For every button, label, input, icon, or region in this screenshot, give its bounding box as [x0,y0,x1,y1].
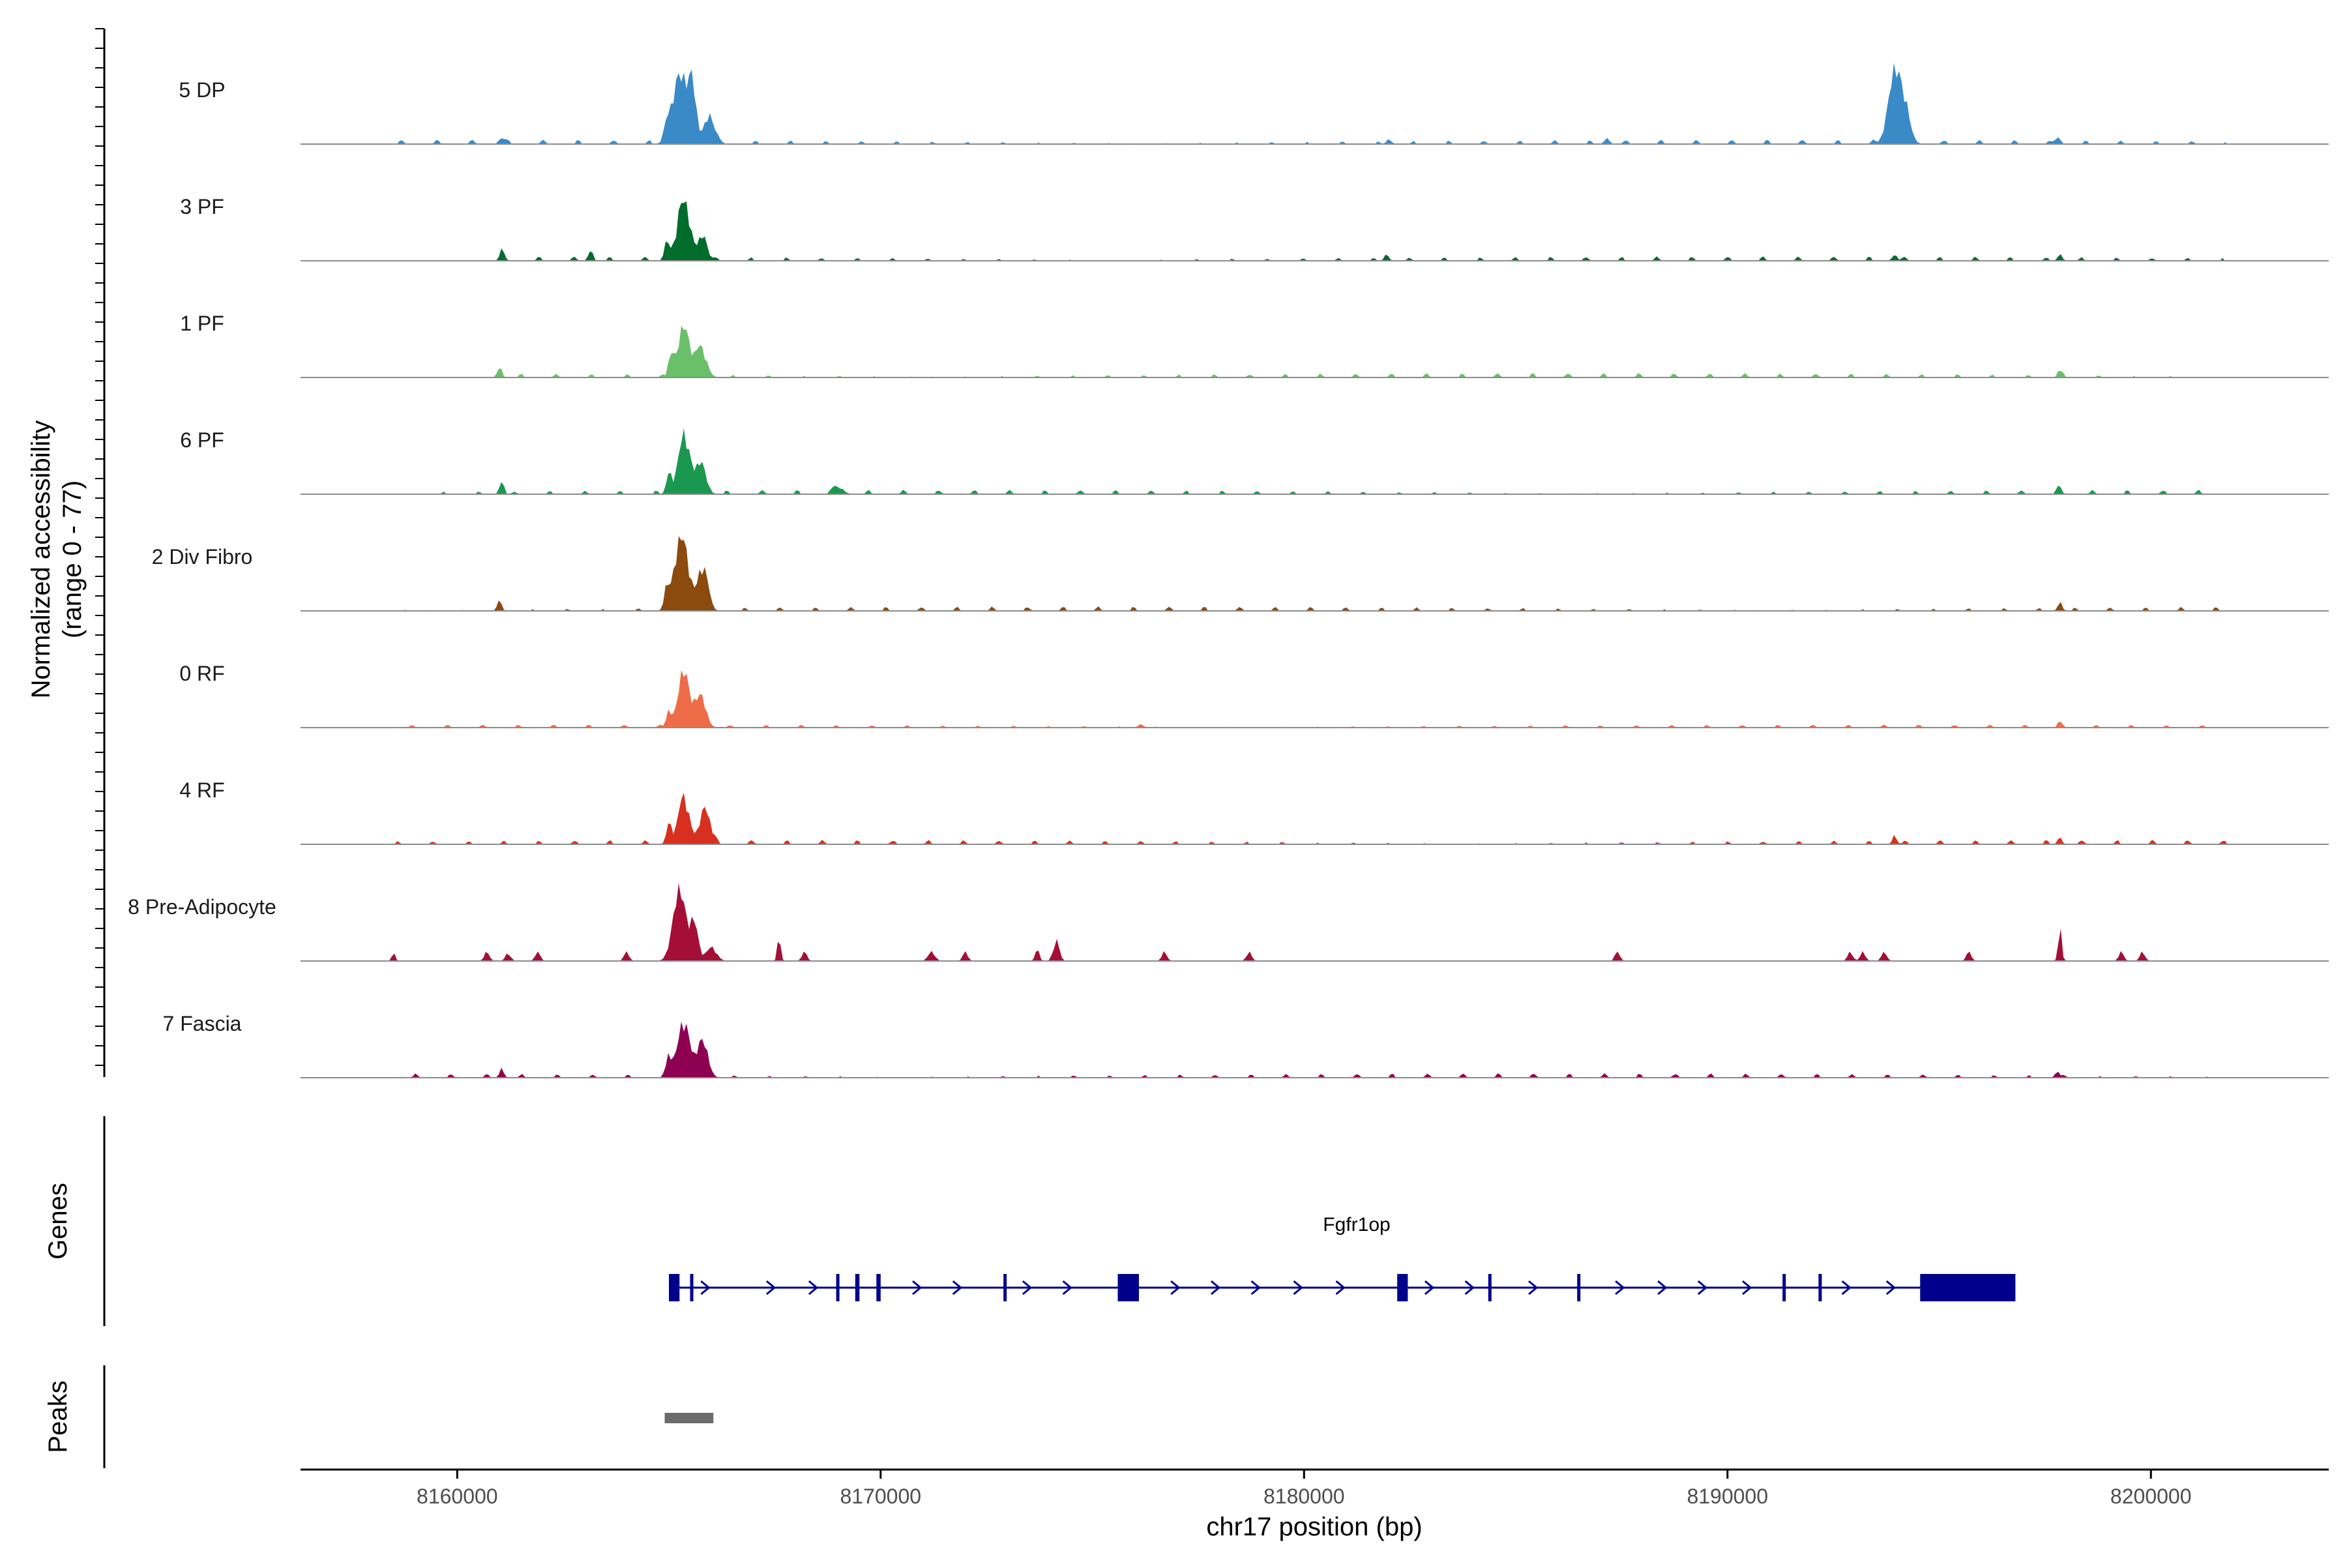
track-signal-area [301,428,2329,494]
coverage-tracks: 5 DP 3 PF 1 PF 6 PF 2 Div Fibro 0 RF 4 RF 8 Pre… [128,63,2329,1078]
peak-region [664,1413,714,1423]
peaks-panel: Peaks [44,1365,714,1468]
gene-strand-arrow [1250,1280,1261,1295]
gene-strand-arrow [1062,1280,1072,1295]
gene-strand-arrow [1615,1280,1625,1295]
track-8: 7 Fascia [163,1012,2329,1078]
gene-strand-arrow [808,1280,819,1295]
gene-name-label: Fgfr1op [1323,1214,1390,1235]
genes-panel: Genes Fgfr1op [44,1116,2016,1326]
track-0: 5 DP [179,63,2329,145]
peak-regions [664,1413,714,1423]
gene-strand-arrow [1657,1280,1668,1295]
track-label: 0 RF [179,662,224,685]
track-label: 7 Fascia [163,1012,242,1035]
gene-exon [855,1274,860,1301]
coverage-y-axis-title: Normalized accessibility [27,421,55,699]
gene-strand-arrow [700,1280,711,1295]
gene-strand-arrow [1210,1280,1221,1295]
gene-strand-arrow [912,1280,923,1295]
gene-exon [1920,1274,2016,1301]
genes-axis-title: Genes [44,1183,72,1260]
gene-strand-arrow [1697,1280,1708,1295]
gene-strand-arrow [1293,1280,1303,1295]
track-6: 4 RF [179,778,2329,845]
gene-strand-arrow [1170,1280,1181,1295]
gene-exon [1818,1274,1822,1301]
gene-strand-arrow [952,1280,963,1295]
track-5: 0 RF [179,662,2329,728]
track-label: 4 RF [179,778,224,802]
x-tick-label: 8190000 [1687,1485,1768,1508]
gene-exon [1782,1274,1786,1301]
gene-strand-arrow [1424,1280,1435,1295]
gene-strand-arrow [1742,1280,1752,1295]
gene-strand-arrow [1885,1280,1897,1295]
gene-strand-arrow [1464,1280,1475,1295]
track-label: 1 PF [180,312,224,335]
gene-strand-arrow [1841,1280,1852,1295]
track-1: 3 PF [180,195,2329,261]
gene-strand-arrow [765,1280,776,1295]
track-4: 2 Div Fibro [152,536,2329,612]
x-ticks: 8160000 8170000 8180000 8190000 8200000 [417,1470,2192,1508]
gene-exon [1577,1274,1581,1301]
gene-exon [669,1274,680,1301]
x-axis: 8160000 8170000 8180000 8190000 8200000 chr1… [301,1468,2329,1541]
track-label: 8 Pre-Adipocyte [128,895,276,919]
track-signal-area [301,1021,2329,1078]
track-label: 6 PF [180,428,224,452]
gene-strand-arrow [1528,1280,1539,1295]
gene-exon [836,1274,840,1301]
gene-exon [1397,1274,1408,1301]
track-7: 8 Pre-Adipocyte [128,883,2329,962]
peaks-axis-title: Peaks [44,1380,72,1453]
coverage-y-axis [95,28,106,1077]
track-label: 3 PF [180,195,224,218]
gene-exon [1003,1274,1007,1301]
gene-strand-arrow [1022,1280,1033,1295]
track-2: 1 PF [180,312,2329,378]
gene-exon [876,1274,881,1301]
track-label: 5 DP [179,78,225,102]
gene-strand-arrow [1335,1280,1346,1295]
gene-model [669,1274,2016,1301]
x-tick-label: 8170000 [840,1485,921,1508]
x-axis-title: chr17 position (bp) [1206,1513,1422,1541]
gene-exon [1117,1274,1139,1301]
gene-exon [1488,1274,1492,1301]
x-tick-label: 8200000 [2110,1485,2192,1508]
gene-exon [690,1274,694,1301]
x-tick-label: 8180000 [1263,1485,1345,1508]
track-label: 2 Div Fibro [152,545,253,569]
x-tick-label: 8160000 [417,1485,498,1508]
track-3: 6 PF [180,428,2329,495]
track-signal-area [301,792,2329,844]
coverage-y-axis-range: (range 0 - 77) [58,481,87,638]
track-signal-area [301,201,2329,261]
